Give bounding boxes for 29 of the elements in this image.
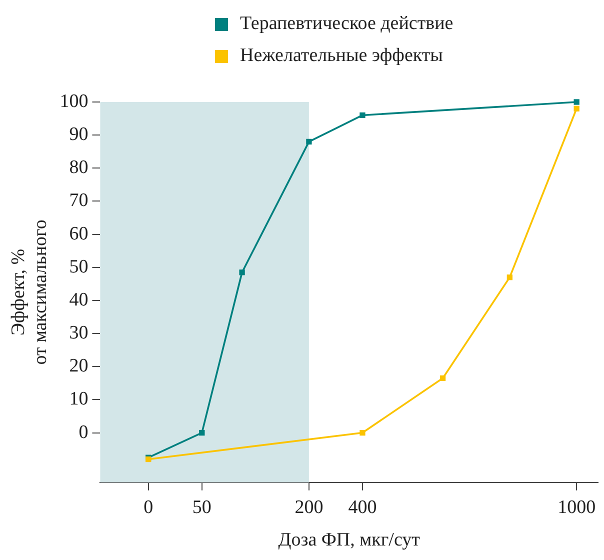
point [239, 270, 245, 276]
legend-label: Нежелательные эффекты [240, 45, 443, 67]
point [360, 112, 366, 118]
y-axis-title: Эффект, % от максимального [8, 220, 51, 365]
y-tick-label: 60 [69, 223, 88, 244]
point [506, 274, 513, 280]
x-tick-label: 50 [192, 496, 212, 518]
point [574, 106, 580, 112]
legend-label: Терапевтическое действие [240, 13, 454, 35]
point [199, 430, 205, 436]
point [360, 430, 366, 436]
x-tick-label: 1000 [558, 496, 596, 518]
y-tick-label: 20 [69, 356, 88, 377]
point [574, 99, 580, 105]
y-tick-label: 30 [69, 322, 88, 344]
x-tick-label: 0 [144, 496, 154, 518]
point [440, 375, 446, 382]
y-tick-label: 100 [60, 90, 88, 112]
y-tick-label: 0 [78, 422, 88, 443]
y-tick-label: 10 [69, 388, 88, 410]
x-tick-label: 200 [294, 496, 324, 518]
point [306, 138, 312, 145]
y-tick-label: 70 [69, 190, 88, 212]
x-axis-title: Доза ФП, мкг/сут [278, 530, 421, 551]
y-tick-label: 80 [69, 157, 88, 178]
y-tick-label: 90 [69, 124, 88, 146]
y-tick-label: 40 [69, 289, 88, 310]
x-tick-label: 400 [348, 496, 377, 518]
y-tick-label: 50 [69, 256, 88, 278]
